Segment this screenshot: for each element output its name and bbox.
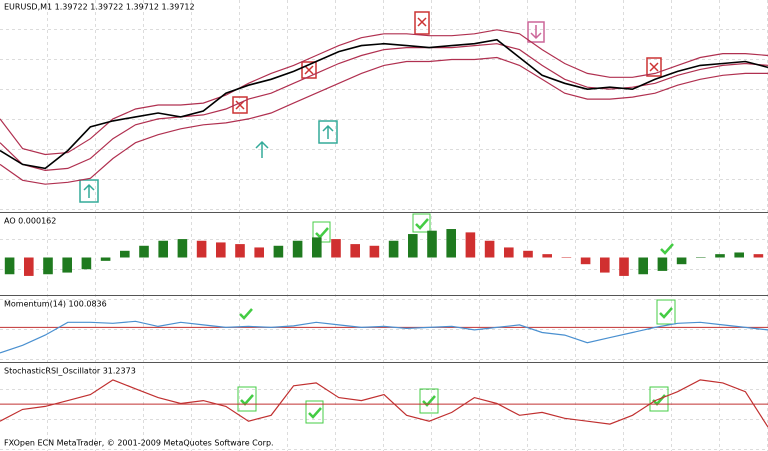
bar: [580, 257, 591, 265]
bar: [523, 250, 533, 258]
bar: [542, 254, 552, 258]
bar: [177, 239, 188, 258]
bar: [292, 240, 303, 258]
series-line: [0, 379, 768, 428]
bar: [4, 257, 15, 275]
bar: [43, 257, 53, 275]
series-line: [0, 320, 768, 354]
bar: [100, 257, 111, 261]
bar: [216, 242, 226, 258]
panel-title: StochasticRSI_Oscillator 31.2373: [4, 367, 136, 376]
bar: [696, 257, 706, 258]
bar: [676, 257, 687, 265]
bar: [120, 250, 130, 258]
bar: [465, 232, 476, 258]
bar: [196, 240, 207, 258]
bar: [753, 254, 764, 258]
bar: [369, 245, 380, 258]
bar: [484, 240, 495, 258]
bar: [312, 237, 322, 258]
series-line: [0, 38, 768, 170]
bar: [388, 240, 399, 258]
bar: [408, 234, 418, 258]
bar: [715, 254, 725, 258]
bar: [446, 229, 456, 258]
bar: [24, 257, 34, 276]
bar: [158, 240, 168, 258]
bar: [561, 257, 572, 258]
bar: [427, 230, 437, 258]
bar: [139, 245, 149, 258]
panel-title: Momentum(14) 100.0836: [4, 300, 107, 309]
bar: [619, 257, 629, 276]
bar: [331, 239, 341, 258]
bar: [350, 244, 360, 258]
bar: [235, 244, 245, 258]
bar: [734, 252, 744, 258]
series-line: [0, 56, 768, 185]
panel-title: AO 0.000162: [4, 217, 56, 226]
bar: [657, 257, 668, 271]
bar: [81, 257, 92, 270]
bar: [504, 247, 514, 258]
panel-title: EURUSD,M1 1.39722 1.39722 1.39712 1.3971…: [4, 3, 195, 12]
bar: [600, 257, 610, 273]
bar: [62, 257, 72, 273]
bar: [273, 245, 284, 258]
footer: FXOpen ECN MetaTrader, © 2001-2009 MetaQ…: [4, 439, 274, 448]
bar: [254, 247, 264, 258]
series-line: [0, 29, 768, 156]
annotations: [79, 11, 676, 424]
bar: [638, 257, 648, 275]
panel-borders: [0, 212, 768, 363]
